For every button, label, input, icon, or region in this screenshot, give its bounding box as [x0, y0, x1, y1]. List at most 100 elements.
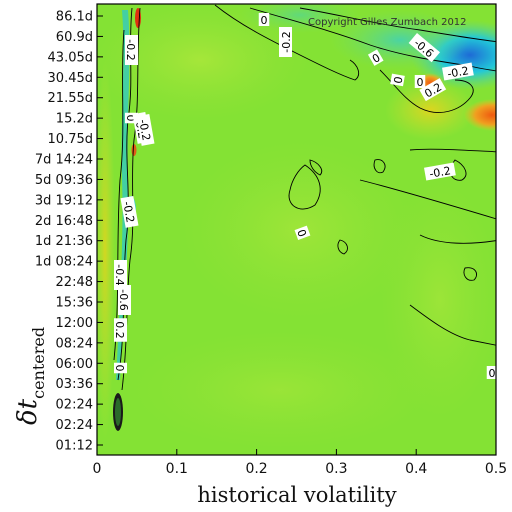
contour-label-text: 0: [417, 76, 424, 89]
contour-label: -0.2: [136, 114, 155, 146]
contour-line: [249, 7, 496, 72]
contour-label-text: 0: [261, 14, 268, 27]
contour-label-text: -0.2: [446, 64, 469, 81]
contour-label-background: [279, 27, 292, 57]
contour-line: [419, 234, 496, 244]
contour-label-text: 0: [124, 115, 137, 122]
contour-label-text: 0: [294, 228, 309, 239]
contour-label: 0: [367, 49, 384, 66]
heatmap-region: [380, 180, 496, 420]
contour-label-background: [114, 260, 127, 290]
contour-line: [337, 239, 348, 255]
y-axis: 86.1d 60.9d 43.05d 30.45d 21.55d 15.2d 10.75d 7…: [35, 10, 103, 454]
contour-label-background: [118, 285, 131, 315]
contour-label-background: [486, 366, 496, 379]
y-tick-label: 2d 16:48: [35, 214, 93, 229]
contour-label: -0.2: [120, 196, 139, 228]
y-tick-label: 86.1d: [56, 10, 93, 25]
contour-label-background: [125, 35, 138, 65]
contour-label-background: [408, 32, 440, 63]
contour-label-background: [114, 362, 127, 374]
heatmap-region: [115, 398, 121, 426]
x-tick-label: 0.4: [405, 461, 427, 477]
contour-label-text: -0.6: [117, 289, 130, 310]
y-tick-label: 02:24: [56, 398, 93, 413]
contour-label-background: [294, 225, 311, 240]
contour-label-background: [414, 75, 426, 88]
contour-label-text: -0.2: [120, 200, 137, 223]
contour-label: -0.6: [117, 285, 131, 315]
contour-line: [214, 4, 360, 81]
contour-label-text: 0: [113, 365, 126, 372]
contour-label-text: 0.2: [113, 321, 126, 339]
heatmap-region: [385, 80, 475, 140]
heatmap-plot-area: 0-0.2-0.20-0.6-0.200.20-0.2-0.2-0.20-0.4…: [97, 4, 496, 455]
contour-label: -0.2: [424, 162, 456, 181]
contour-line: [409, 304, 496, 346]
y-tick-label: 7d 14:24: [35, 153, 93, 168]
y-tick-label: 01:12: [56, 439, 93, 454]
contour-line: [379, 69, 474, 113]
svg-text:δtcentered: δtcentered: [13, 327, 48, 425]
contour-line: [373, 159, 386, 174]
contour-label-background: [120, 196, 139, 228]
y-tick-label: 06:00: [56, 357, 93, 372]
plot-frame: [96, 3, 497, 456]
x-axis: 0 0.1 0.2 0.3 0.4 0.5: [93, 449, 507, 477]
contour-label-background: [390, 73, 405, 87]
x-tick-label: 0.3: [325, 461, 347, 477]
contour-label-background: [114, 318, 127, 342]
y-tick-label: 43.05d: [48, 50, 93, 65]
heatmap-region: [131, 144, 137, 156]
contour-label-background: [136, 114, 155, 146]
y-axis-label-sub: centered: [29, 327, 48, 399]
y-tick-label: 15:36: [56, 296, 93, 311]
y-tick-label: 60.9d: [56, 30, 93, 45]
contour-line: [463, 267, 477, 281]
contour-label: -0.2: [442, 62, 474, 81]
y-axis-label: δtcentered: [13, 327, 48, 425]
y-tick-label: 22:48: [56, 275, 93, 290]
y-tick-label: 5d 09:36: [35, 173, 93, 188]
heatmap-region: [130, 330, 430, 450]
contour-label-text: -0.2: [280, 31, 293, 52]
y-tick-label: 1d 21:36: [35, 234, 93, 249]
contour-label-background: [367, 49, 384, 66]
contour-label-background: [419, 78, 447, 102]
heatmap-region: [116, 10, 130, 380]
y-tick-label: 03:36: [56, 377, 93, 392]
y-tick-label: 30.45d: [48, 71, 93, 86]
heatmap-region: [240, 4, 360, 33]
contour-label: 0: [486, 366, 496, 380]
contour-line: [359, 179, 496, 220]
contour-label: -0.2: [124, 35, 138, 65]
contour-label: 0: [113, 362, 127, 374]
y-tick-label: 3d 19:12: [35, 193, 93, 208]
contour-line: [309, 159, 323, 176]
y-tick-label: 10.75d: [48, 132, 93, 147]
contour-label: 0: [414, 75, 426, 89]
y-tick-label: 1d 08:24: [35, 255, 93, 270]
contour-label-text: -0.2: [428, 164, 451, 181]
y-tick-label: 21.55d: [48, 91, 93, 106]
y-tick-label: 08:24: [56, 336, 93, 351]
x-tick-label: 0.2: [245, 461, 267, 477]
contour-label: 0: [390, 73, 406, 87]
contour-labels: 0-0.2-0.20-0.6-0.200.20-0.2-0.2-0.20-0.4…: [113, 13, 496, 380]
heatmap-region: [97, 60, 115, 440]
contour-label: -0.4: [113, 260, 127, 290]
contour-line: [299, 7, 496, 43]
contour-label-text: 0: [391, 76, 405, 85]
contour-label-text: -0.4: [113, 264, 126, 285]
heatmap-region: [464, 99, 496, 131]
y-tick-label: 15.2d: [56, 112, 93, 127]
x-tick-label: 0.5: [485, 461, 507, 477]
x-tick-label: 0.1: [166, 461, 188, 477]
y-axis-label-main: δt: [13, 398, 43, 425]
contour-label-text: 0: [489, 367, 496, 380]
contour-label-text: -0.2: [136, 118, 153, 141]
contour-label-text: -0.2: [124, 39, 137, 60]
contour-label: 0: [258, 13, 270, 27]
x-axis-label: historical volatility: [197, 483, 396, 507]
